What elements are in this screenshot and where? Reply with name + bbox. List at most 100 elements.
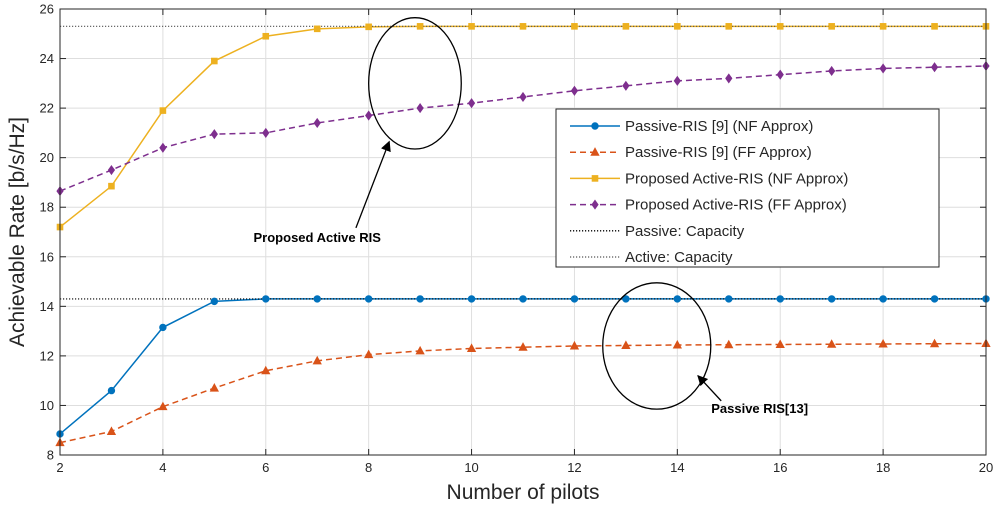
data-point — [570, 85, 579, 96]
data-point — [519, 23, 527, 30]
y-tick-label: 16 — [40, 249, 54, 264]
data-point — [725, 73, 733, 84]
data-point — [262, 32, 270, 40]
legend-box — [555, 108, 940, 268]
annotation-label: Proposed Active RIS — [254, 230, 382, 245]
plot-frame — [59, 8, 987, 456]
data-point — [775, 339, 785, 348]
data-point — [467, 295, 476, 303]
y-tick-label: 10 — [40, 398, 54, 413]
y-tick-label: 18 — [40, 200, 54, 215]
legend-label: Passive-RIS [9] (FF Approx) — [625, 144, 812, 161]
data-point — [210, 297, 219, 306]
x-tick-label: 8 — [365, 460, 372, 475]
legend-label: Proposed Active-RIS (NF Approx) — [625, 170, 848, 187]
data-point — [210, 129, 218, 140]
data-point — [879, 63, 887, 74]
legend-label: Passive-RIS [9] (NF Approx) — [625, 118, 813, 135]
data-point — [107, 164, 116, 176]
data-point — [312, 355, 322, 365]
data-point — [570, 295, 579, 303]
data-point — [673, 75, 681, 86]
data-point — [930, 62, 939, 73]
data-point — [674, 23, 681, 30]
data-point — [828, 23, 835, 30]
x-tick-label: 4 — [159, 460, 166, 475]
data-point — [416, 103, 424, 114]
data-point — [416, 295, 424, 303]
data-point — [466, 343, 477, 352]
annotations: Proposed Active RIS Passive RIS[13] — [254, 17, 808, 416]
data-point — [519, 295, 527, 303]
y-tick-label: 26 — [40, 2, 54, 17]
data-point — [364, 295, 373, 303]
data-point — [158, 401, 168, 411]
data-point — [776, 69, 784, 80]
data-point — [209, 383, 219, 392]
data-point — [879, 295, 887, 303]
data-point — [591, 122, 599, 130]
data-point — [569, 340, 580, 350]
data-point — [827, 339, 837, 348]
legend-label: Active: Capacity — [625, 249, 733, 266]
annotation-ellipse — [602, 282, 712, 410]
y-tick-label: 24 — [40, 51, 54, 66]
data-point — [672, 339, 682, 349]
data-point — [468, 23, 475, 30]
data-point — [365, 23, 372, 31]
data-point — [725, 295, 733, 303]
data-point — [262, 295, 270, 303]
legend-label: Proposed Active-RIS (FF Approx) — [625, 197, 847, 214]
data-point — [261, 365, 271, 375]
data-point — [724, 339, 734, 349]
x-tick-label: 2 — [56, 460, 63, 475]
data-point — [518, 342, 528, 351]
data-point — [776, 295, 784, 303]
data-point — [519, 91, 527, 103]
data-point — [930, 295, 939, 303]
data-point — [571, 23, 578, 30]
legend-label: Passive: Capacity — [625, 223, 745, 240]
data-point — [416, 23, 424, 30]
data-point — [879, 23, 887, 30]
x-tick-label: 18 — [876, 460, 890, 475]
data-point — [622, 23, 630, 30]
annotation-label: Passive RIS[13] — [711, 401, 808, 416]
data-point — [106, 426, 117, 435]
data-point — [313, 117, 321, 129]
x-tick-label: 6 — [262, 460, 269, 475]
data-point — [365, 110, 373, 121]
annotation-arrow — [697, 374, 722, 402]
data-point — [828, 65, 836, 77]
data-point — [415, 345, 425, 355]
data-point — [827, 295, 836, 303]
data-point — [622, 80, 630, 91]
data-point — [622, 295, 630, 303]
x-axis-title: Number of pilots — [447, 481, 600, 504]
y-tick-label: 22 — [40, 101, 54, 116]
legend: Passive-RIS [9] (NF Approx) Passive-RIS [… — [555, 108, 940, 268]
data-point — [591, 199, 599, 210]
x-tick-label: 16 — [773, 460, 787, 475]
data-point — [313, 295, 321, 303]
x-tick-label: 20 — [979, 460, 993, 475]
data-point — [590, 147, 600, 156]
data-point — [878, 338, 888, 348]
data-point — [929, 338, 940, 348]
data-point — [159, 323, 167, 332]
y-tick-label: 8 — [47, 448, 54, 463]
data-point — [776, 23, 784, 30]
data-point — [591, 175, 599, 182]
data-point — [931, 23, 938, 30]
data-point — [159, 107, 167, 114]
data-point — [467, 98, 476, 109]
y-tick-label: 14 — [40, 299, 54, 314]
data-point — [107, 386, 116, 395]
data-point — [673, 295, 682, 303]
data-point — [159, 142, 167, 153]
data-point — [262, 127, 270, 138]
data-point — [725, 23, 733, 30]
annotation-arrow — [355, 140, 391, 229]
